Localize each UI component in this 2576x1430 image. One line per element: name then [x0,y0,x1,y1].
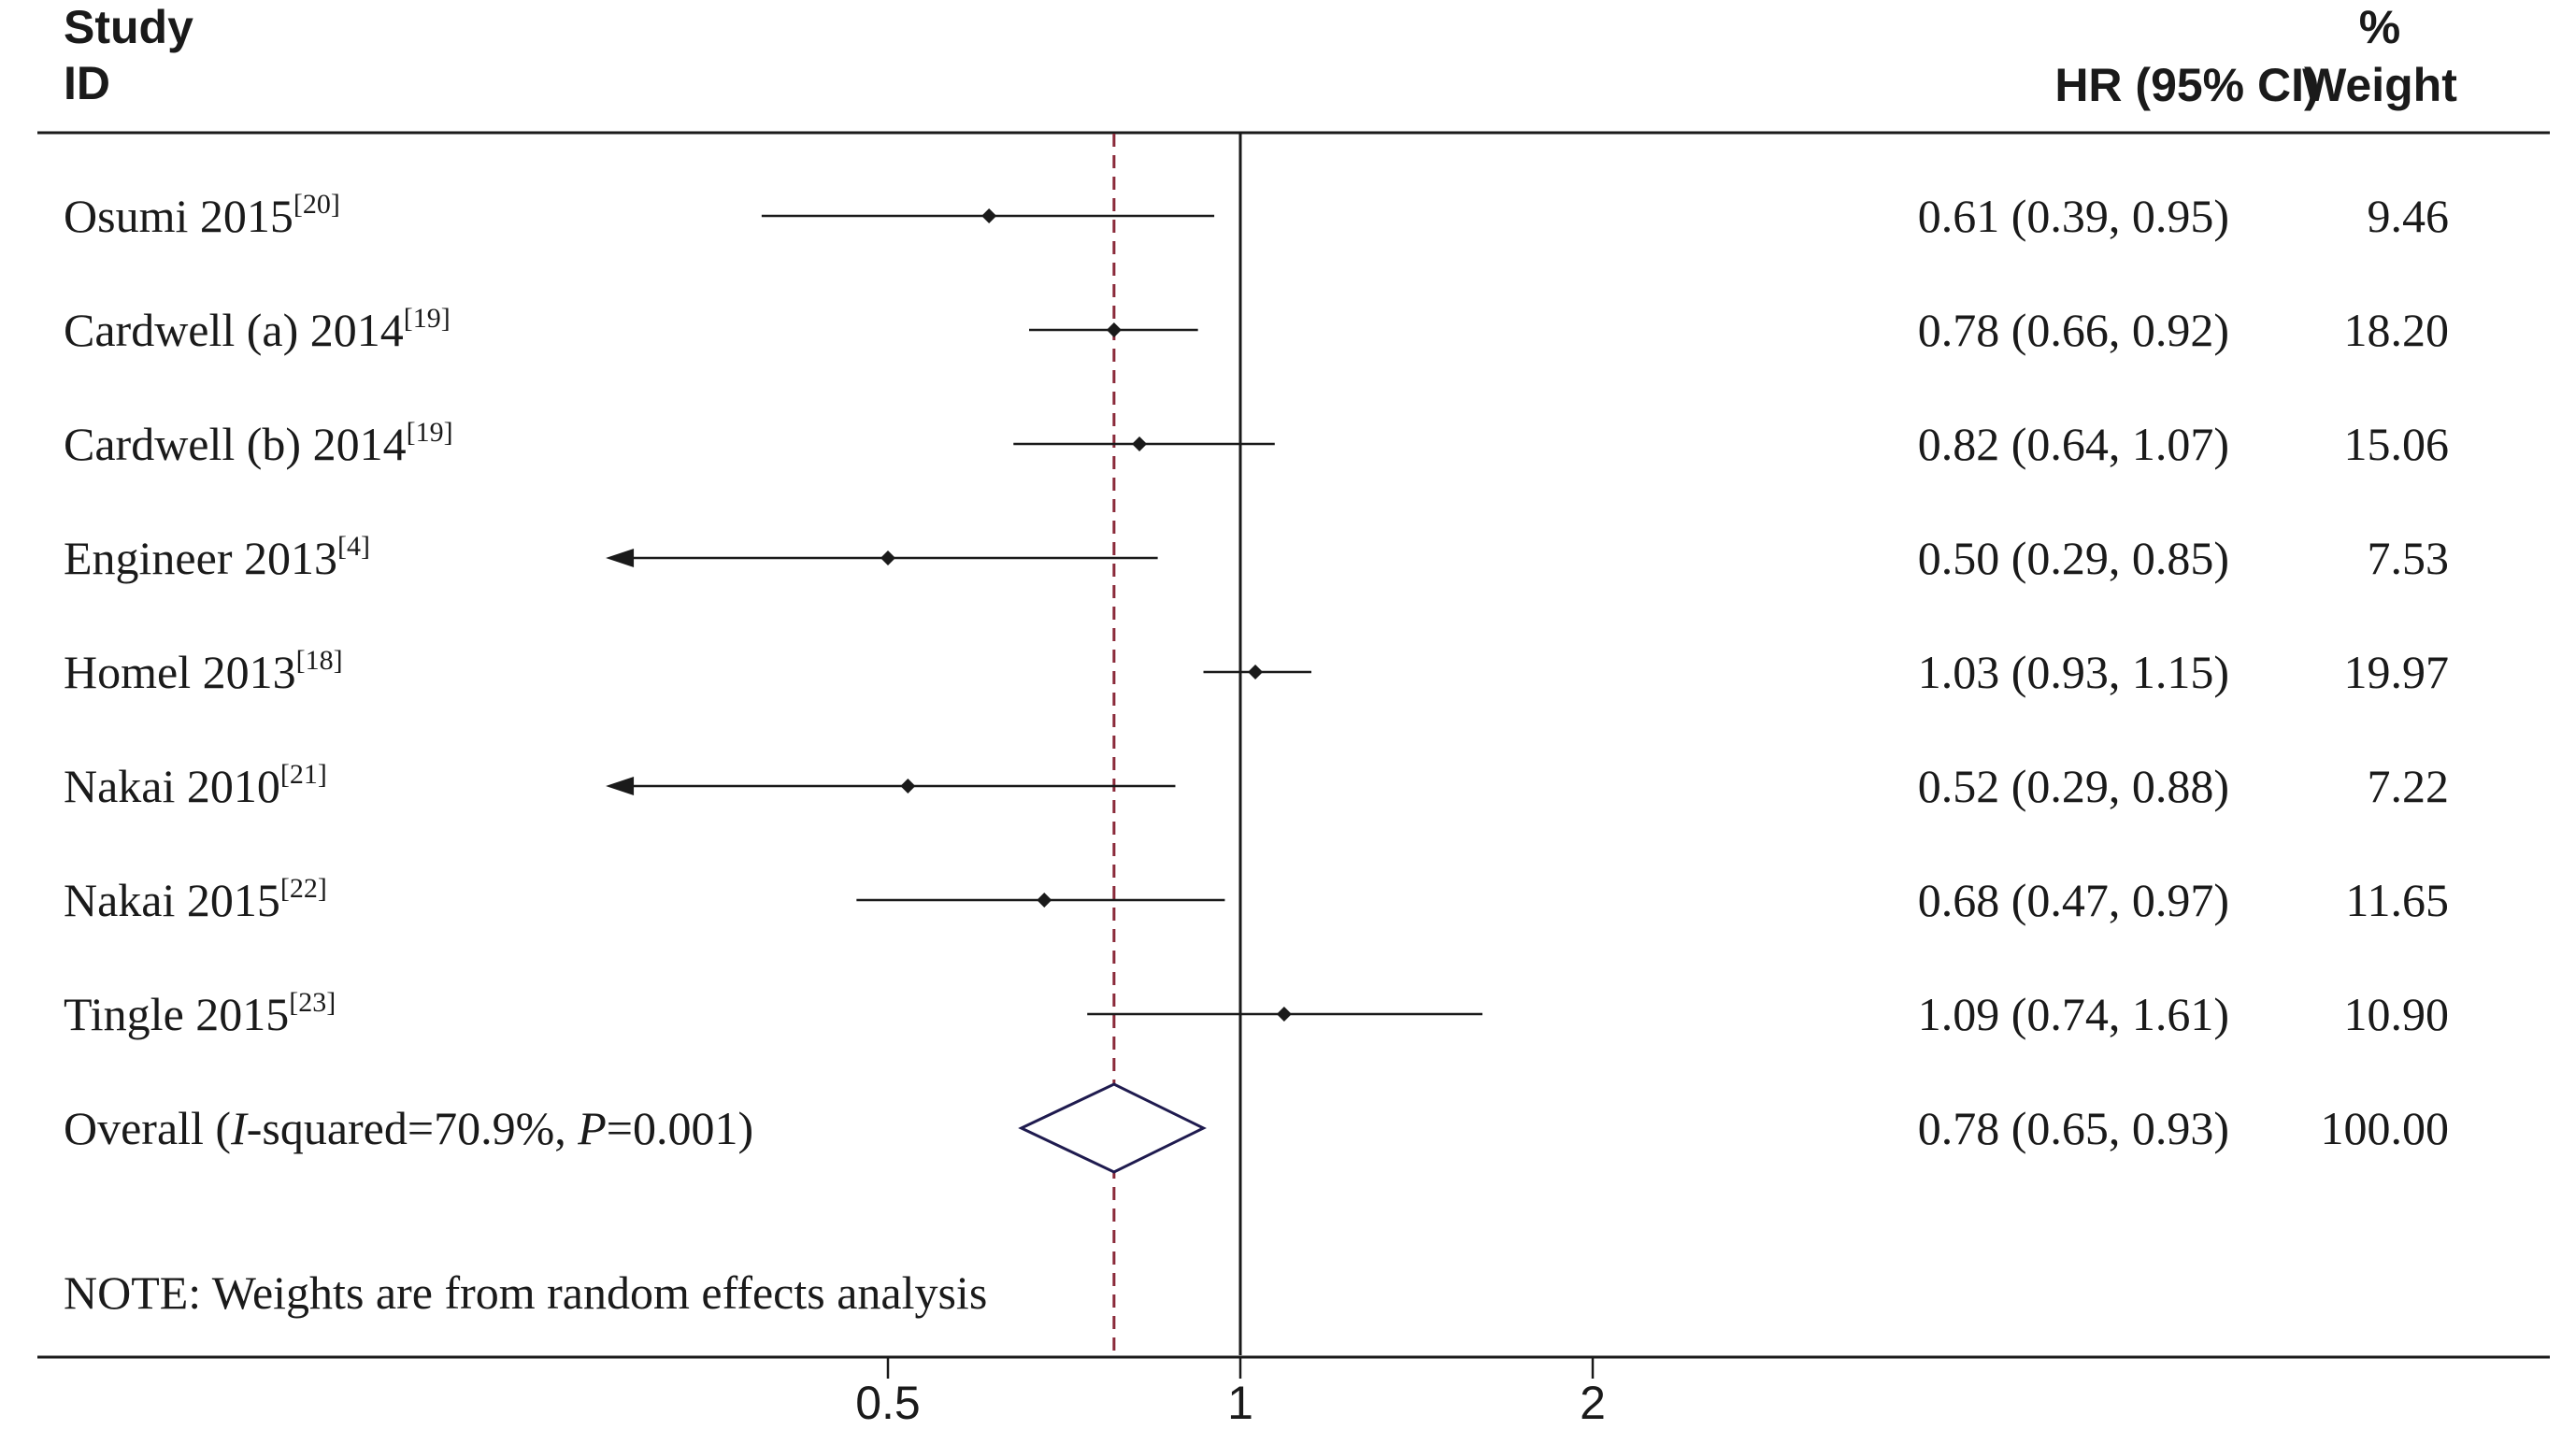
study-rows: Osumi 2015[20] 0.61 (0.39, 0.95) 9.46 Cardw… [64,189,2449,1154]
study-hr-ci: 0.61 (0.39, 0.95) [1918,190,2229,242]
header-weight: Weight [2302,59,2457,111]
study-name: Nakai 2010 [64,760,280,812]
study-weight: 15.06 [2344,418,2450,470]
study-hr-ci: 0.68 (0.47, 0.97) [1918,874,2229,926]
header-hr: HR (95% CI) [2054,59,2319,111]
point-estimate [1132,436,1148,451]
ci-arrow [606,549,635,567]
study-ref: [18] [296,645,343,676]
study-hr-ci: 0.82 (0.64, 1.07) [1918,418,2229,470]
header-percent: % [2359,1,2400,53]
study-weight: 9.46 [2368,190,2450,242]
study-weight: 18.20 [2344,304,2450,356]
point-estimate [1276,1007,1292,1022]
study-label: Homel 2013[18] [64,645,343,698]
study-ref: [22] [280,873,327,904]
point-estimate [1106,322,1122,337]
study-name: Cardwell (b) 2014 [64,418,407,470]
study-weight: 10.90 [2344,988,2450,1040]
study-label: Nakai 2010[21] [64,759,327,812]
study-label: Osumi 2015[20] [64,189,340,242]
study-weight: 7.22 [2368,760,2450,812]
study-label: Cardwell (a) 2014[19] [64,303,451,356]
study-label: Nakai 2015[22] [64,873,327,926]
study-label: Engineer 2013[4] [64,531,370,584]
study-name: Cardwell (a) 2014 [64,304,404,356]
study-ref: [20] [293,189,340,220]
study-ref: [23] [289,987,336,1018]
study-ref: [19] [407,417,453,448]
study-ref: [21] [280,759,327,790]
study-ref: [4] [337,531,370,562]
note-text: NOTE: Weights are from random effects an… [64,1266,987,1319]
study-weight: 19.97 [2344,646,2450,698]
point-estimate [1037,893,1052,908]
study-name: Homel 2013 [64,646,296,698]
point-estimate [900,779,916,794]
study-name: Osumi 2015 [64,190,293,242]
study-hr-ci: 1.09 (0.74, 1.61) [1918,988,2229,1040]
study-name: Tingle 2015 [64,988,289,1040]
point-estimate [1248,665,1264,679]
header-id: ID [64,57,110,109]
study-name: Nakai 2015 [64,874,280,926]
point-estimate [981,208,997,223]
overall-hr-ci: 0.78 (0.65, 0.93) [1918,1102,2229,1154]
point-estimate [880,551,895,565]
study-weight: 11.65 [2345,874,2449,926]
study-weight: 7.53 [2368,532,2450,584]
plot-marks [606,134,1483,1355]
study-name: Engineer 2013 [64,532,337,584]
ci-arrow [606,777,635,795]
header-study: Study [64,1,193,53]
study-label: Cardwell (b) 2014[19] [64,417,453,470]
x-tick-label: 0.5 [855,1377,921,1429]
overall-weight: 100.00 [2321,1102,2450,1154]
overall-label: Overall (I-squared=70.9%, P=0.001) [64,1102,753,1154]
study-ref: [19] [404,303,451,334]
study-hr-ci: 0.52 (0.29, 0.88) [1918,760,2229,812]
x-tick-label: 1 [1227,1377,1253,1429]
study-hr-ci: 0.50 (0.29, 0.85) [1918,532,2229,584]
study-hr-ci: 1.03 (0.93, 1.15) [1918,646,2229,698]
study-label: Tingle 2015[23] [64,987,336,1040]
x-axis-ticks: 0.5 1 2 [855,1357,1606,1429]
overall-diamond [1018,1082,1207,1174]
study-hr-ci: 0.78 (0.66, 0.92) [1918,304,2229,356]
x-tick-label: 2 [1580,1377,1606,1429]
